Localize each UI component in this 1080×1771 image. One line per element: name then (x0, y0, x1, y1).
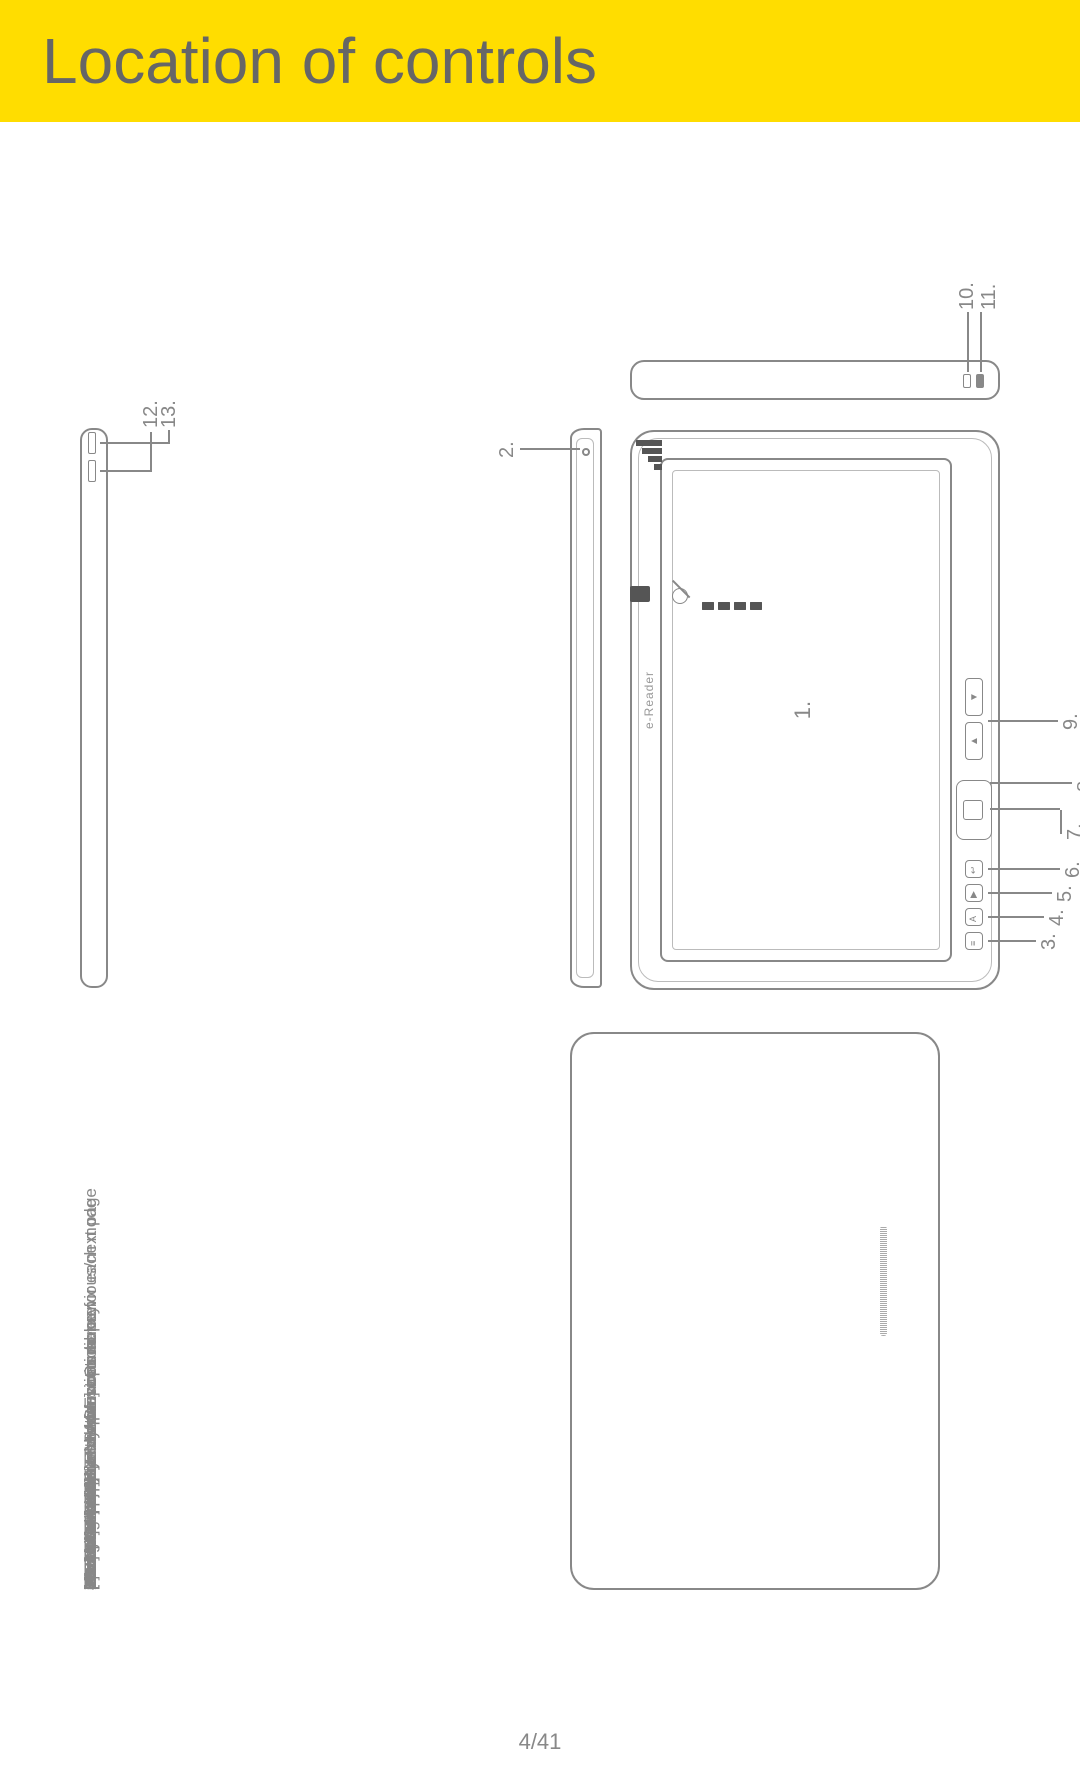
return-button-icon: ↩ (965, 860, 983, 878)
leader-11 (980, 312, 982, 372)
leader-2 (520, 449, 580, 451)
leader-3 (988, 941, 1036, 943)
ok-button-icon (963, 800, 983, 820)
leader-13v (100, 443, 168, 445)
callout-2: 2. (496, 441, 519, 458)
callout-11: 11. (978, 284, 1001, 310)
micro-sd-icon (88, 432, 96, 454)
prev-page-button-icon: ▲ (965, 722, 983, 760)
next-page-button-icon: ▼ (965, 678, 983, 716)
legend-signal-icon (636, 430, 662, 470)
page-title: Location of controls (42, 24, 597, 98)
callout-1: 1. (790, 458, 816, 962)
page-header: Location of controls (0, 0, 1080, 122)
menu-button-icon: ≡ (965, 932, 983, 950)
callout-5: 5. (1054, 885, 1077, 902)
legend-row-4 (750, 580, 764, 610)
headphone-jack-icon (582, 448, 590, 456)
power-switch-icon (976, 374, 984, 388)
figure-stage: 2. e-Reader 1. ≡ A ▶ ↩ ▲ ▼ 3. 4. 5. 6. 7… (60, 150, 1020, 1610)
leader-7h (1060, 810, 1062, 834)
zoom-button-icon: A (965, 908, 983, 926)
leader-4 (988, 917, 1044, 919)
callout-10: 10. (956, 282, 979, 310)
legend-row-2 (718, 580, 732, 610)
leader-6 (988, 869, 1060, 871)
mini-usb-icon (88, 460, 96, 482)
legend-block-icon (630, 586, 650, 602)
leader-8 (990, 783, 1072, 785)
leader-10 (967, 312, 969, 372)
callout-4: 4. (1046, 909, 1069, 926)
callout-6: 6. (1062, 861, 1080, 878)
play-button-icon: ▶ (965, 884, 983, 902)
device-brand-label: e-Reader (642, 420, 656, 980)
legend-row-3 (734, 580, 748, 610)
port-legend (630, 574, 760, 614)
callout-7: 7. (1064, 823, 1080, 840)
leader-12v (100, 471, 150, 473)
callout-8: 8. (1074, 775, 1080, 792)
leader-9 (988, 721, 1058, 723)
leader-12h (150, 432, 152, 472)
legend-row-1 (702, 580, 716, 610)
charging-led-icon (963, 374, 971, 388)
page-number: 4/41 (0, 1729, 1080, 1755)
leader-13h (168, 430, 170, 444)
leader-5 (988, 893, 1052, 895)
callout-9: 9. (1060, 713, 1080, 730)
callout-13: 13. (158, 400, 181, 428)
device-speaker (880, 1226, 887, 1336)
device-bottom-edge (80, 428, 108, 988)
device-top-edge-inner (576, 438, 594, 978)
callout-3: 3. (1038, 933, 1061, 950)
device-side-view (630, 360, 1000, 400)
leader-7 (990, 809, 1060, 811)
legend-no-icon (672, 588, 688, 604)
page-root: Location of controls 2. e-Reader 1. ≡ A … (0, 0, 1080, 1771)
